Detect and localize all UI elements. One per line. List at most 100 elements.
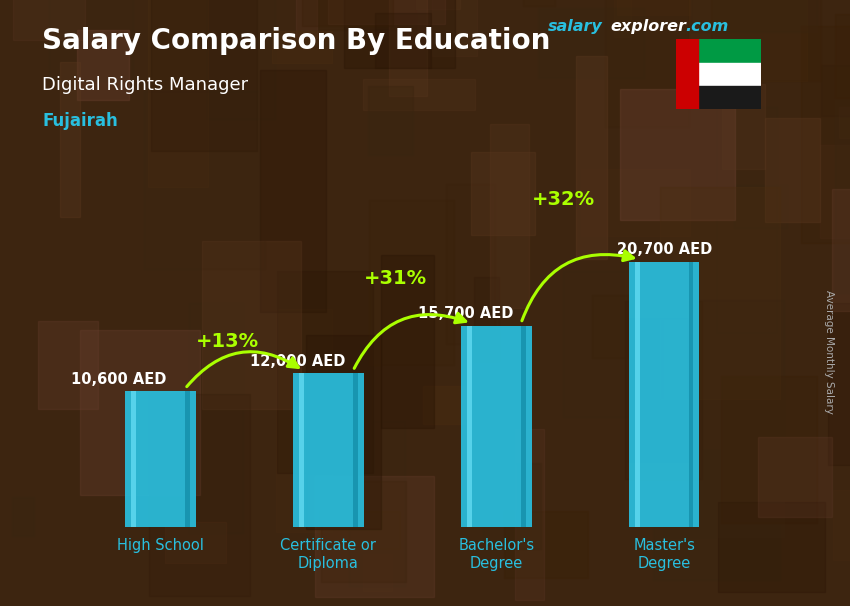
Bar: [676, 62, 761, 86]
Bar: [363, 79, 475, 110]
Bar: [148, 0, 208, 187]
Bar: [388, 0, 428, 96]
Bar: [369, 199, 454, 364]
Bar: [835, 14, 850, 98]
Bar: [184, 391, 190, 527]
Text: .com: .com: [685, 19, 728, 35]
Bar: [319, 0, 416, 30]
Text: Digital Rights Manager: Digital Rights Manager: [42, 76, 248, 94]
Bar: [131, 391, 136, 527]
Bar: [381, 255, 434, 428]
Bar: [711, 0, 821, 81]
Bar: [520, 326, 525, 527]
Bar: [575, 56, 607, 259]
Text: 20,700 AED: 20,700 AED: [616, 242, 711, 258]
Bar: [688, 0, 807, 81]
Bar: [38, 321, 99, 409]
Bar: [604, 0, 689, 127]
Bar: [306, 335, 381, 529]
Bar: [433, 0, 477, 56]
Bar: [515, 430, 544, 601]
Bar: [206, 0, 275, 119]
Bar: [483, 463, 541, 549]
Bar: [344, 0, 455, 68]
Bar: [614, 0, 631, 37]
Bar: [832, 188, 850, 311]
Bar: [277, 270, 372, 473]
Bar: [364, 554, 393, 591]
Bar: [376, 13, 431, 68]
Bar: [625, 301, 702, 479]
Bar: [833, 490, 850, 561]
Bar: [302, 0, 394, 26]
Bar: [523, 0, 555, 6]
Bar: [564, 271, 638, 417]
Bar: [416, 0, 460, 8]
Text: Fujairah: Fujairah: [42, 112, 118, 130]
Bar: [691, 0, 817, 32]
Bar: [12, 497, 34, 536]
Bar: [676, 86, 761, 109]
Bar: [592, 295, 628, 358]
Bar: [165, 522, 226, 563]
Bar: [293, 373, 364, 527]
Bar: [272, 31, 332, 63]
Bar: [422, 385, 471, 424]
Bar: [676, 39, 761, 62]
Bar: [503, 511, 587, 578]
Bar: [474, 277, 499, 361]
Bar: [320, 511, 400, 549]
Bar: [80, 330, 200, 495]
Bar: [617, 0, 691, 15]
Text: Salary Comparison By Education: Salary Comparison By Education: [42, 27, 551, 55]
Bar: [629, 318, 688, 462]
Text: +32%: +32%: [532, 190, 595, 208]
Text: +31%: +31%: [364, 269, 427, 288]
Bar: [722, 376, 817, 523]
Bar: [49, 0, 133, 81]
Bar: [664, 301, 784, 538]
Text: +13%: +13%: [196, 332, 259, 351]
Bar: [839, 107, 850, 138]
Bar: [296, 0, 317, 38]
Bar: [201, 241, 301, 409]
Bar: [353, 373, 358, 527]
Text: Average Monthly Salary: Average Monthly Salary: [824, 290, 834, 413]
Bar: [581, 169, 690, 236]
Bar: [349, 421, 405, 586]
Bar: [13, 0, 85, 41]
Bar: [835, 52, 850, 293]
Bar: [821, 65, 850, 116]
Bar: [144, 91, 264, 268]
Bar: [820, 145, 850, 238]
Bar: [149, 394, 251, 596]
Bar: [471, 153, 535, 235]
Bar: [765, 118, 819, 222]
Bar: [635, 262, 640, 527]
Bar: [259, 70, 326, 311]
Bar: [828, 304, 850, 465]
Bar: [369, 85, 413, 155]
Bar: [467, 326, 472, 527]
Bar: [538, 8, 644, 78]
Bar: [60, 62, 80, 217]
Bar: [189, 303, 243, 533]
Bar: [125, 391, 196, 527]
Text: 12,000 AED: 12,000 AED: [251, 354, 346, 369]
Bar: [802, 26, 850, 243]
Bar: [676, 39, 698, 109]
Bar: [629, 262, 700, 527]
Bar: [716, 107, 777, 333]
Bar: [660, 187, 779, 399]
Bar: [328, 0, 445, 24]
Bar: [654, 450, 780, 579]
Bar: [490, 124, 529, 307]
Text: 15,700 AED: 15,700 AED: [418, 307, 513, 321]
Bar: [314, 476, 434, 597]
Bar: [461, 326, 531, 527]
Bar: [722, 84, 765, 168]
Bar: [446, 184, 496, 344]
Text: 10,600 AED: 10,600 AED: [71, 372, 166, 387]
Bar: [299, 373, 304, 527]
Bar: [76, 30, 129, 100]
